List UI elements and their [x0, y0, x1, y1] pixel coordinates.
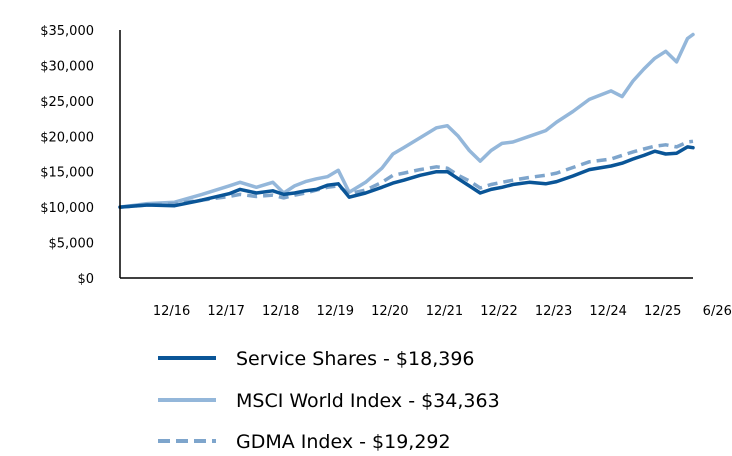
series-line-1: [118, 32, 695, 209]
y-axis-ticks: $0 $5,000 $10,000 $15,000 $20,000 $25,000 $30,…: [40, 24, 94, 287]
x-tick-label: 12/24: [589, 304, 626, 319]
y-tick-label: $30,000: [40, 59, 94, 74]
x-tick-label: 12/20: [371, 304, 408, 319]
x-tick-label: 12/17: [207, 304, 244, 319]
x-tick-label: 12/25: [644, 304, 681, 319]
x-tick-label: 12/19: [317, 304, 354, 319]
legend-label-2: GDMA Index - $19,292: [236, 431, 451, 453]
x-tick-label: 6/26: [703, 304, 732, 319]
y-tick-label: $0: [77, 272, 94, 287]
series-lines: [118, 32, 695, 209]
y-tick-label: $10,000: [40, 201, 94, 216]
x-tick-label: 12/21: [426, 304, 463, 319]
x-tick-label: 12/16: [153, 304, 190, 319]
y-tick-label: $20,000: [40, 130, 94, 145]
y-tick-label: $35,000: [40, 24, 94, 39]
series-line-2: [119, 139, 694, 209]
x-axis-ticks: 12/16 12/17 12/18 12/19 12/20 12/21 12/22 12/23…: [153, 304, 732, 319]
legend: Service Shares - $18,396 MSCI World Index…: [158, 348, 500, 453]
series-line-0: [118, 145, 695, 209]
x-tick-label: 12/23: [535, 304, 572, 319]
y-tick-label: $25,000: [40, 95, 94, 110]
x-tick-label: 12/18: [262, 304, 299, 319]
y-tick-label: $15,000: [40, 166, 94, 181]
legend-label-1: MSCI World Index - $34,363: [236, 390, 500, 412]
x-tick-label: 12/22: [480, 304, 517, 319]
y-tick-label: $5,000: [49, 237, 95, 252]
legend-label-0: Service Shares - $18,396: [236, 348, 475, 370]
